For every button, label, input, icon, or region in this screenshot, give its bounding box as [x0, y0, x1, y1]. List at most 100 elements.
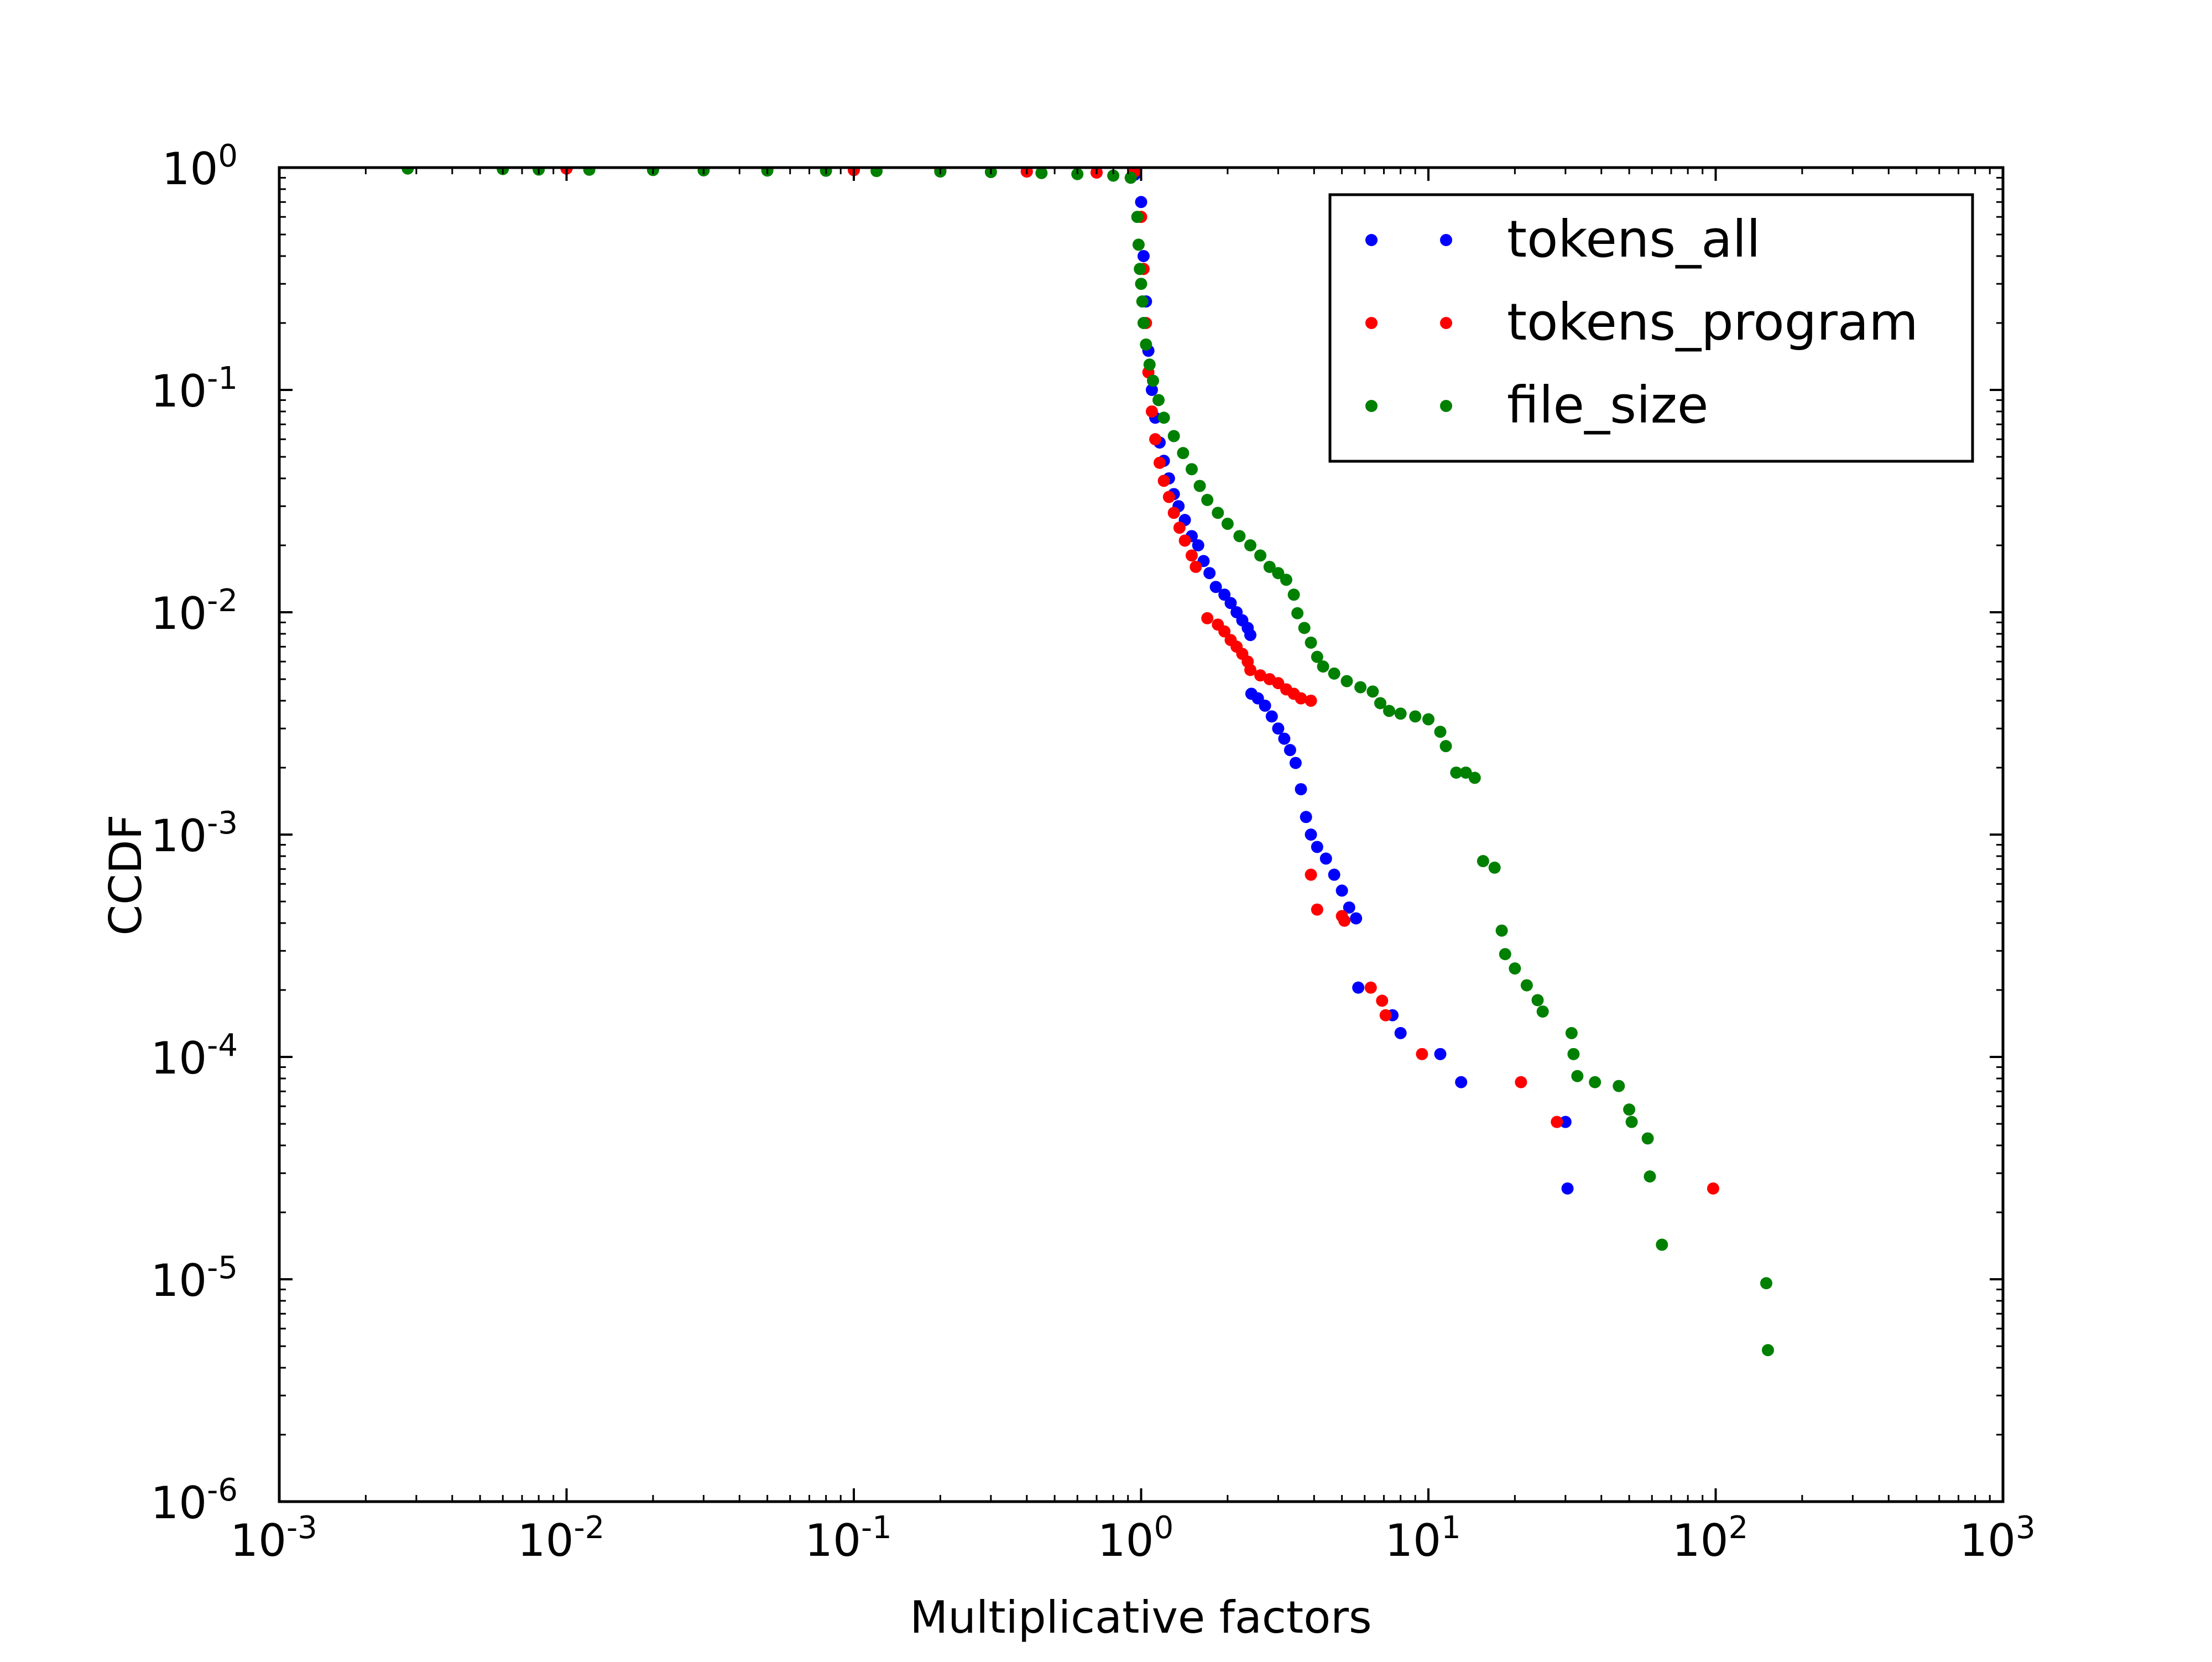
- data-point: [1272, 567, 1285, 580]
- data-point: [1173, 522, 1186, 534]
- data-point: [1641, 1132, 1654, 1145]
- data-point: [1561, 1182, 1574, 1195]
- data-point: [1295, 783, 1307, 795]
- data-point: [1495, 924, 1508, 937]
- data-point: [1135, 196, 1147, 209]
- data-point: [1136, 295, 1149, 308]
- y-tick-label: 10-3: [150, 805, 238, 862]
- data-point: [1185, 549, 1198, 562]
- legend-marker: [1440, 400, 1452, 412]
- data-point: [1265, 710, 1278, 723]
- data-point: [1190, 560, 1202, 573]
- legend-marker: [1365, 234, 1378, 246]
- data-point: [1354, 681, 1367, 694]
- data-point: [1335, 884, 1348, 897]
- data-point: [1289, 757, 1302, 769]
- data-point: [1162, 491, 1175, 503]
- data-point: [1450, 766, 1463, 779]
- data-point: [1254, 549, 1267, 562]
- data-point: [1343, 901, 1355, 914]
- data-point: [1761, 1344, 1774, 1357]
- data-point: [1177, 447, 1190, 460]
- data-point: [870, 168, 883, 178]
- data-point: [1350, 912, 1363, 925]
- data-point: [1192, 539, 1204, 551]
- data-point: [1218, 588, 1231, 601]
- data-point: [1305, 868, 1317, 881]
- data-point: [1212, 507, 1224, 519]
- x-tick-label: 10-1: [805, 1510, 892, 1566]
- data-point: [1571, 1070, 1584, 1082]
- data-point: [1145, 384, 1158, 396]
- legend-marker: [1365, 317, 1378, 329]
- data-point: [1218, 625, 1231, 638]
- data-point: [1167, 507, 1180, 519]
- data-point: [1137, 249, 1150, 262]
- data-point: [1134, 263, 1146, 275]
- data-point: [1280, 574, 1292, 586]
- data-point: [1135, 278, 1147, 290]
- data-point: [1625, 1116, 1638, 1128]
- data-point: [1244, 664, 1257, 676]
- data-point: [1157, 411, 1170, 424]
- data-point: [1152, 394, 1165, 407]
- legend: tokens_all tokens_program file_size: [1328, 193, 1974, 463]
- data-marks: [401, 168, 1774, 1357]
- y-axis-label: CCDF: [100, 814, 152, 935]
- data-point: [1416, 1048, 1428, 1060]
- data-point: [1644, 1170, 1656, 1183]
- data-point: [1434, 726, 1447, 738]
- x-tick-label: 102: [1672, 1510, 1748, 1566]
- legend-entry-file-size: file_size: [1365, 376, 1709, 435]
- y-tick-label: 10-4: [150, 1028, 238, 1084]
- data-point: [1613, 1080, 1625, 1092]
- y-tick-label: 10-5: [150, 1250, 238, 1306]
- data-point: [1509, 962, 1521, 975]
- data-point: [1656, 1238, 1668, 1251]
- data-point: [1364, 981, 1377, 994]
- data-point: [1459, 766, 1472, 779]
- data-point: [1338, 914, 1351, 927]
- data-point: [1287, 588, 1300, 601]
- data-point: [1035, 168, 1048, 179]
- data-point: [1298, 622, 1311, 634]
- data-point: [1439, 740, 1452, 753]
- x-axis-label: Multiplicative factors: [910, 1592, 1371, 1643]
- data-point: [1178, 534, 1191, 547]
- data-point: [1295, 692, 1307, 705]
- data-point: [1536, 1005, 1549, 1018]
- data-point: [1149, 433, 1162, 446]
- data-point: [1209, 581, 1222, 593]
- data-point: [1520, 979, 1533, 992]
- data-point: [583, 168, 596, 176]
- data-point: [1291, 607, 1304, 619]
- data-point: [1394, 1027, 1407, 1039]
- data-point: [1233, 530, 1246, 543]
- legend-label: file_size: [1507, 376, 1709, 435]
- data-point: [1340, 675, 1353, 687]
- data-point: [1468, 772, 1481, 784]
- data-point: [1201, 493, 1214, 506]
- series-file-size: [401, 168, 1774, 1357]
- data-point: [1311, 650, 1323, 663]
- data-point: [1409, 710, 1422, 723]
- data-point: [1328, 868, 1340, 881]
- data-point: [1376, 994, 1389, 1007]
- data-point: [1193, 480, 1206, 492]
- data-point: [1203, 567, 1216, 580]
- data-point: [1254, 669, 1267, 682]
- legend-box: [1328, 193, 1974, 463]
- data-point: [1272, 722, 1285, 735]
- data-point: [1263, 560, 1276, 573]
- data-point: [1499, 948, 1511, 961]
- x-tick-label: 10-2: [518, 1510, 605, 1566]
- data-point: [1224, 597, 1237, 609]
- y-tick-label: 10-1: [150, 361, 238, 417]
- legend-marker: [1440, 234, 1452, 246]
- data-point: [1477, 855, 1489, 867]
- data-point: [1185, 463, 1198, 476]
- data-point: [1374, 697, 1386, 710]
- data-point: [1379, 1009, 1392, 1022]
- data-point: [1589, 1076, 1601, 1088]
